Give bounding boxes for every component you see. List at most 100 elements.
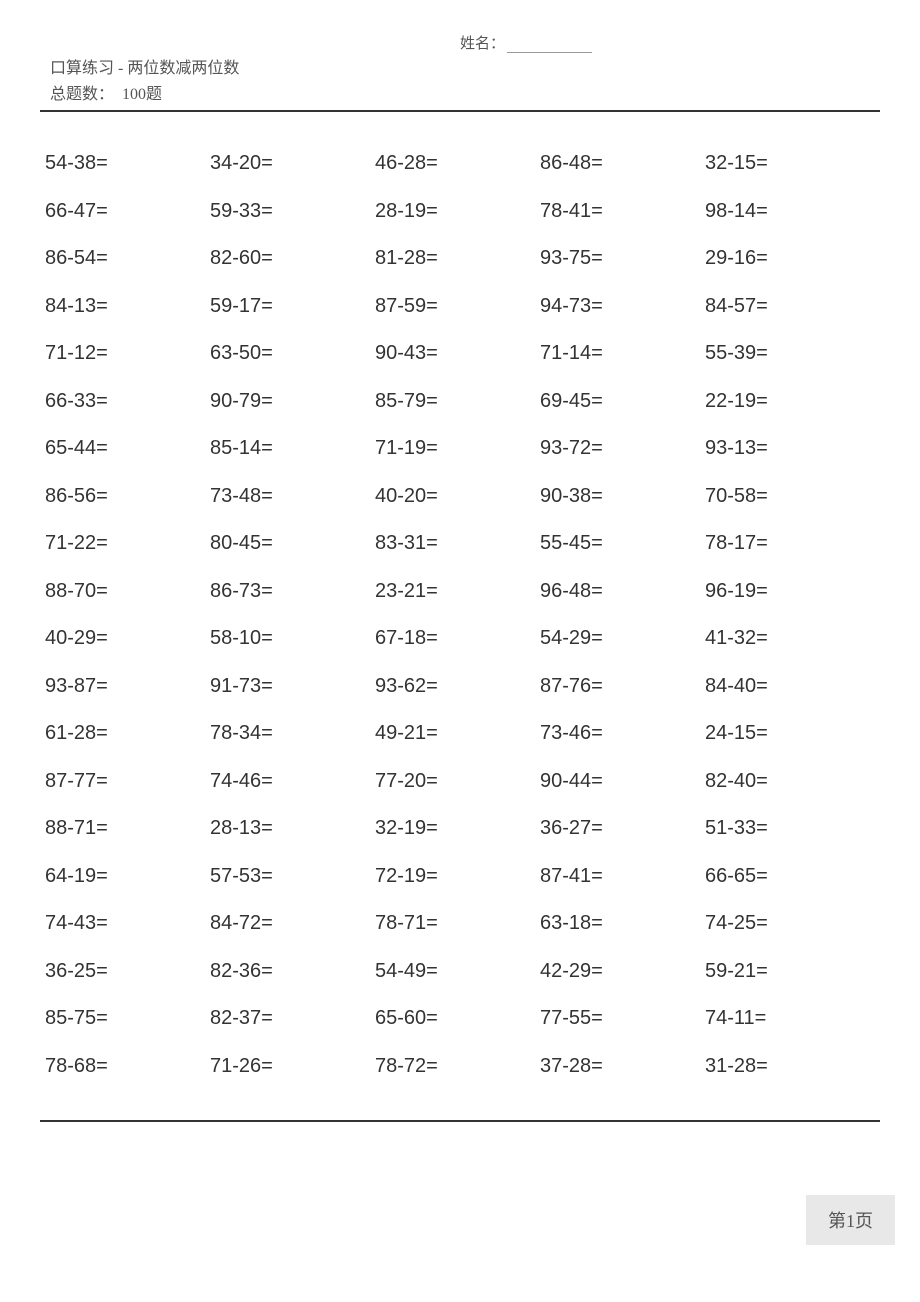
problem-cell: 90-38= bbox=[540, 485, 705, 508]
problem-cell: 93-87= bbox=[45, 675, 210, 698]
problem-cell: 87-77= bbox=[45, 770, 210, 793]
problem-cell: 84-57= bbox=[705, 295, 870, 318]
problem-cell: 32-15= bbox=[705, 152, 870, 175]
problem-cell: 80-45= bbox=[210, 532, 375, 555]
problem-cell: 84-40= bbox=[705, 675, 870, 698]
problem-cell: 66-33= bbox=[45, 390, 210, 413]
problem-cell: 59-21= bbox=[705, 960, 870, 983]
problem-cell: 82-60= bbox=[210, 247, 375, 270]
problem-cell: 67-18= bbox=[375, 627, 540, 650]
problem-cell: 74-25= bbox=[705, 912, 870, 935]
problem-cell: 81-28= bbox=[375, 247, 540, 270]
problem-cell: 71-26= bbox=[210, 1055, 375, 1078]
problem-cell: 54-29= bbox=[540, 627, 705, 650]
problem-cell: 22-19= bbox=[705, 390, 870, 413]
problem-cell: 40-29= bbox=[45, 627, 210, 650]
problem-cell: 88-70= bbox=[45, 580, 210, 603]
problem-cell: 78-41= bbox=[540, 200, 705, 223]
problem-cell: 23-21= bbox=[375, 580, 540, 603]
problem-cell: 29-16= bbox=[705, 247, 870, 270]
problem-cell: 96-48= bbox=[540, 580, 705, 603]
problem-cell: 87-76= bbox=[540, 675, 705, 698]
problem-cell: 82-40= bbox=[705, 770, 870, 793]
problem-cell: 49-21= bbox=[375, 722, 540, 745]
problem-cell: 42-29= bbox=[540, 960, 705, 983]
count-value: 100题 bbox=[122, 86, 162, 103]
count-label: 总题数： bbox=[50, 86, 114, 103]
worksheet-count: 总题数： 100题 bbox=[50, 84, 239, 106]
problem-cell: 59-33= bbox=[210, 200, 375, 223]
problem-cell: 85-75= bbox=[45, 1007, 210, 1030]
problem-cell: 74-11= bbox=[705, 1007, 870, 1030]
problem-cell: 36-25= bbox=[45, 960, 210, 983]
problem-cell: 86-48= bbox=[540, 152, 705, 175]
problem-cell: 51-33= bbox=[705, 817, 870, 840]
problem-cell: 86-54= bbox=[45, 247, 210, 270]
problem-cell: 78-72= bbox=[375, 1055, 540, 1078]
worksheet-header: 口算练习 - 两位数减两位数 总题数： 100题 bbox=[50, 58, 239, 107]
problem-cell: 55-45= bbox=[540, 532, 705, 555]
page-number-badge: 第1页 bbox=[806, 1195, 895, 1245]
bottom-divider bbox=[40, 1120, 880, 1122]
name-input-line[interactable] bbox=[507, 52, 592, 53]
problem-cell: 63-18= bbox=[540, 912, 705, 935]
problem-cell: 71-14= bbox=[540, 342, 705, 365]
problem-cell: 87-59= bbox=[375, 295, 540, 318]
problem-cell: 84-13= bbox=[45, 295, 210, 318]
problem-cell: 96-19= bbox=[705, 580, 870, 603]
problem-cell: 93-72= bbox=[540, 437, 705, 460]
problem-cell: 82-37= bbox=[210, 1007, 375, 1030]
problem-cell: 24-15= bbox=[705, 722, 870, 745]
top-divider bbox=[40, 110, 880, 112]
problem-cell: 88-71= bbox=[45, 817, 210, 840]
problem-cell: 84-72= bbox=[210, 912, 375, 935]
problems-grid: 54-38=34-20=46-28=86-48=32-15= 66-47=59-3… bbox=[45, 152, 870, 1078]
problem-cell: 82-36= bbox=[210, 960, 375, 983]
problem-cell: 85-79= bbox=[375, 390, 540, 413]
problem-cell: 91-73= bbox=[210, 675, 375, 698]
problem-cell: 93-13= bbox=[705, 437, 870, 460]
problem-cell: 90-79= bbox=[210, 390, 375, 413]
problem-cell: 28-19= bbox=[375, 200, 540, 223]
problem-cell: 87-41= bbox=[540, 865, 705, 888]
problem-cell: 66-47= bbox=[45, 200, 210, 223]
problem-cell: 90-44= bbox=[540, 770, 705, 793]
problem-cell: 85-14= bbox=[210, 437, 375, 460]
problem-cell: 57-53= bbox=[210, 865, 375, 888]
problem-cell: 66-65= bbox=[705, 865, 870, 888]
problem-cell: 69-45= bbox=[540, 390, 705, 413]
problem-cell: 31-28= bbox=[705, 1055, 870, 1078]
page-number-text: 第1页 bbox=[828, 1211, 873, 1231]
problem-cell: 41-32= bbox=[705, 627, 870, 650]
problem-cell: 64-19= bbox=[45, 865, 210, 888]
problem-cell: 54-38= bbox=[45, 152, 210, 175]
name-field: 姓名： bbox=[460, 32, 592, 53]
worksheet-title: 口算练习 - 两位数减两位数 bbox=[50, 58, 239, 80]
problem-cell: 86-73= bbox=[210, 580, 375, 603]
problem-cell: 94-73= bbox=[540, 295, 705, 318]
problem-cell: 77-55= bbox=[540, 1007, 705, 1030]
problem-cell: 55-39= bbox=[705, 342, 870, 365]
problem-cell: 73-46= bbox=[540, 722, 705, 745]
problem-cell: 63-50= bbox=[210, 342, 375, 365]
problem-cell: 74-43= bbox=[45, 912, 210, 935]
problem-cell: 28-13= bbox=[210, 817, 375, 840]
problem-cell: 36-27= bbox=[540, 817, 705, 840]
problem-cell: 90-43= bbox=[375, 342, 540, 365]
problem-cell: 37-28= bbox=[540, 1055, 705, 1078]
problem-cell: 78-17= bbox=[705, 532, 870, 555]
problem-cell: 77-20= bbox=[375, 770, 540, 793]
problem-cell: 73-48= bbox=[210, 485, 375, 508]
problem-cell: 58-10= bbox=[210, 627, 375, 650]
problem-cell: 98-14= bbox=[705, 200, 870, 223]
problem-cell: 72-19= bbox=[375, 865, 540, 888]
problem-cell: 34-20= bbox=[210, 152, 375, 175]
problem-cell: 78-71= bbox=[375, 912, 540, 935]
problem-cell: 71-19= bbox=[375, 437, 540, 460]
problem-cell: 46-28= bbox=[375, 152, 540, 175]
problem-cell: 78-34= bbox=[210, 722, 375, 745]
problem-cell: 65-44= bbox=[45, 437, 210, 460]
problem-cell: 78-68= bbox=[45, 1055, 210, 1078]
problem-cell: 83-31= bbox=[375, 532, 540, 555]
problem-cell: 70-58= bbox=[705, 485, 870, 508]
